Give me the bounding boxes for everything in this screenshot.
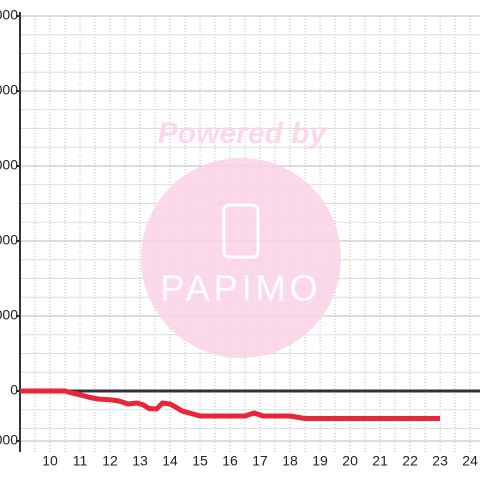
y-tick-label: 30,000 (0, 307, 18, 323)
data-line (20, 388, 441, 421)
x-tick-label: 11 (73, 453, 88, 469)
x-tick-label: 24 (462, 453, 478, 469)
grid (16, 15, 480, 452)
y-tick-label: -20,000 (0, 432, 18, 448)
x-tick-label: 16 (222, 453, 238, 469)
x-tick-label: 12 (102, 453, 118, 469)
x-tick-label: 23 (432, 453, 448, 469)
y-tick-label: 0 (10, 382, 18, 398)
x-tick-label: 20 (342, 453, 358, 469)
plot: -20,000 0 30,000 60,000 90,000 120,000 150,000… (0, 7, 480, 469)
x-tick-label: 21 (372, 453, 388, 469)
y-tick-label: 90,000 (0, 157, 18, 173)
x-tick-label: 10 (42, 453, 58, 469)
y-tick-label: 60,000 (0, 232, 18, 248)
y-tick-label: 150,000 (0, 7, 18, 23)
x-tick-label: 22 (402, 453, 418, 469)
x-tick-label: 13 (132, 453, 148, 469)
watermark-logo: PAPIMO (160, 268, 321, 309)
x-tick-label: 15 (192, 453, 208, 469)
x-tick-label: 14 (162, 453, 178, 469)
y-tick-label: 120,000 (0, 82, 18, 98)
phone-icon (222, 203, 260, 259)
watermark-title: Powered by (158, 117, 328, 150)
watermark: Powered by PAPIMO (141, 117, 341, 358)
x-tick-label: 19 (312, 453, 328, 469)
x-tick-label: 17 (252, 453, 268, 469)
x-tick-label: 18 (282, 453, 298, 469)
